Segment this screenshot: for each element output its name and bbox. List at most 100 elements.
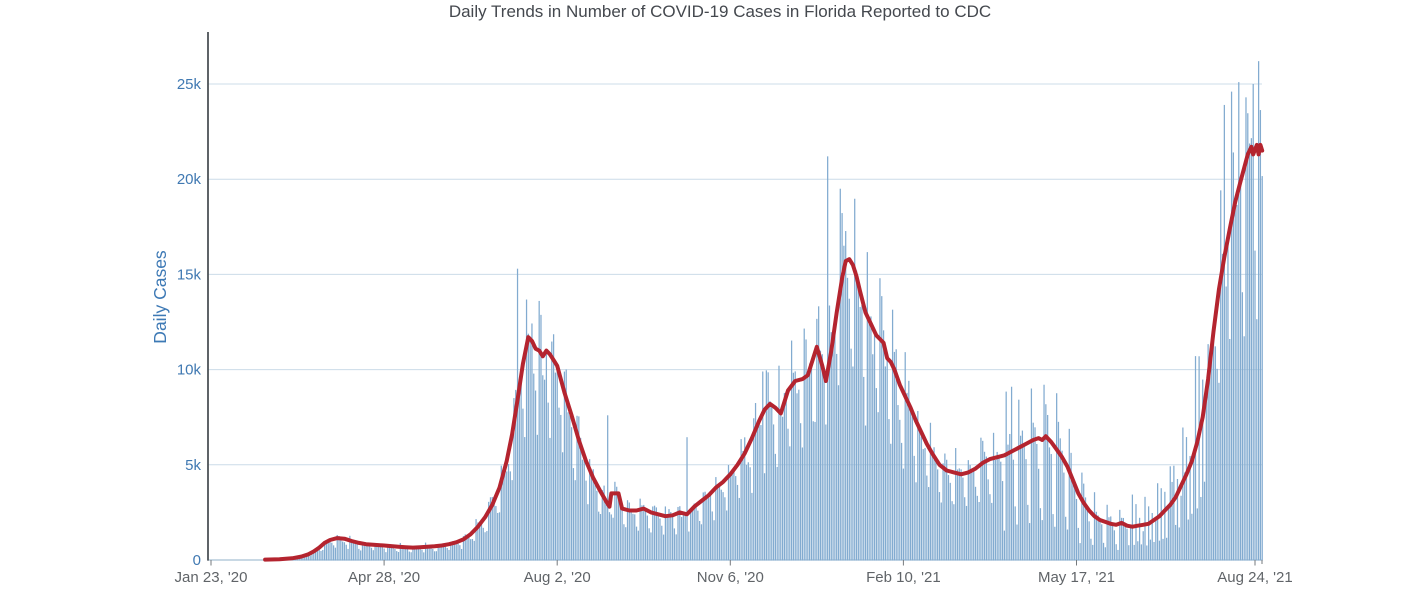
daily-cases-bar[interactable] [1257,61,1260,561]
daily-cases-bar[interactable] [361,542,364,561]
daily-cases-bar[interactable] [1248,143,1251,561]
daily-cases-bar[interactable] [1225,286,1227,561]
daily-cases-bar[interactable] [745,464,748,561]
daily-cases-bar[interactable] [504,464,506,561]
daily-cases-bar[interactable] [868,319,870,561]
daily-cases-bar[interactable] [969,465,971,561]
daily-cases-bar[interactable] [733,468,735,561]
daily-cases-bar[interactable] [571,427,573,561]
daily-cases-bar[interactable] [495,506,497,561]
daily-cases-bar[interactable] [1034,427,1036,561]
daily-cases-bar[interactable] [1250,138,1253,561]
daily-cases-bar[interactable] [679,506,681,561]
daily-cases-bar[interactable] [987,479,989,561]
daily-cases-bar[interactable] [1149,539,1152,561]
daily-cases-bar[interactable] [394,548,396,561]
daily-cases-bar[interactable] [735,476,737,561]
daily-cases-bar[interactable] [619,502,621,561]
daily-cases-bar[interactable] [664,506,667,561]
daily-cases-bar[interactable] [709,495,712,561]
daily-cases-bar[interactable] [450,543,452,561]
daily-cases-bar[interactable] [563,371,566,561]
daily-cases-bar[interactable] [1129,526,1132,561]
daily-cases-bar[interactable] [695,505,697,561]
daily-cases-bar[interactable] [554,372,557,561]
daily-cases-bar[interactable] [884,366,886,561]
daily-cases-bar[interactable] [823,377,825,561]
daily-cases-bar[interactable] [794,371,796,561]
daily-cases-bar[interactable] [985,456,987,561]
daily-cases-bar[interactable] [1211,336,1213,561]
daily-cases-bar[interactable] [567,412,569,561]
daily-cases-bar[interactable] [635,526,638,561]
daily-cases-bar[interactable] [762,371,764,561]
daily-cases-bar[interactable] [763,473,766,561]
daily-cases-bar[interactable] [1052,514,1054,561]
daily-cases-bar[interactable] [760,425,762,561]
daily-cases-bar[interactable] [612,517,614,561]
daily-cases-bar[interactable] [778,365,780,561]
daily-cases-bar[interactable] [433,551,436,561]
daily-cases-bar[interactable] [691,506,694,561]
daily-cases-bar[interactable] [1047,414,1049,561]
daily-cases-bar[interactable] [772,424,775,561]
daily-cases-bar[interactable] [520,379,522,561]
daily-cases-bar[interactable] [1063,472,1065,561]
daily-cases-bar[interactable] [854,198,856,561]
daily-cases-bar[interactable] [1110,516,1112,561]
daily-cases-bar[interactable] [345,544,347,561]
daily-cases-bar[interactable] [718,485,721,561]
daily-cases-bar[interactable] [1176,479,1179,561]
daily-cases-bar[interactable] [565,369,567,561]
daily-cases-bar[interactable] [1070,452,1072,561]
daily-cases-bar[interactable] [533,373,535,561]
daily-cases-bar[interactable] [722,492,724,561]
daily-cases-bar[interactable] [819,350,822,561]
daily-cases-bar[interactable] [924,448,926,561]
daily-cases-bar[interactable] [581,459,584,561]
daily-cases-bar[interactable] [1193,459,1195,561]
daily-cases-bar[interactable] [1169,466,1171,561]
daily-cases-bar[interactable] [1054,526,1056,561]
daily-cases-bar[interactable] [336,534,338,561]
daily-cases-bar[interactable] [1057,421,1060,561]
daily-cases-bar[interactable] [1184,472,1186,561]
daily-cases-bar[interactable] [673,528,676,561]
daily-cases-bar[interactable] [1106,504,1108,561]
daily-cases-bar[interactable] [1045,404,1047,561]
daily-cases-bar[interactable] [509,471,511,561]
daily-cases-bar[interactable] [617,498,620,561]
daily-cases-bar[interactable] [648,528,650,561]
daily-cases-bar[interactable] [1140,544,1143,561]
daily-cases-bar[interactable] [408,551,410,561]
daily-cases-bar[interactable] [599,514,602,561]
daily-cases-bar[interactable] [626,500,629,561]
daily-cases-bar[interactable] [621,510,623,561]
daily-cases-bar[interactable] [360,550,362,561]
daily-cases-bar[interactable] [1164,491,1166,561]
daily-cases-bar[interactable] [296,558,299,561]
daily-cases-bar[interactable] [1160,488,1162,561]
daily-cases-bar[interactable] [671,516,674,561]
daily-cases-bar[interactable] [1104,547,1106,561]
daily-cases-bar[interactable] [372,550,374,561]
daily-cases-bar[interactable] [423,552,425,561]
daily-cases-bar[interactable] [895,349,897,561]
daily-cases-bar[interactable] [524,437,526,561]
daily-cases-bar[interactable] [401,546,403,561]
daily-cases-bar[interactable] [480,519,483,561]
daily-cases-bar[interactable] [560,414,562,561]
daily-cases-bar[interactable] [1234,198,1236,561]
daily-cases-bar[interactable] [439,545,441,561]
daily-cases-bar[interactable] [839,188,841,561]
daily-cases-bar[interactable] [708,498,710,561]
daily-cases-bar[interactable] [1095,511,1097,561]
daily-cases-bar[interactable] [1079,543,1081,561]
daily-cases-bar[interactable] [909,406,912,561]
daily-cases-bar[interactable] [980,437,982,561]
daily-cases-bar[interactable] [572,468,575,561]
daily-cases-bar[interactable] [751,492,753,561]
daily-cases-bar[interactable] [1001,481,1004,561]
daily-cases-bar[interactable] [403,546,405,561]
daily-cases-bar[interactable] [1254,250,1256,561]
